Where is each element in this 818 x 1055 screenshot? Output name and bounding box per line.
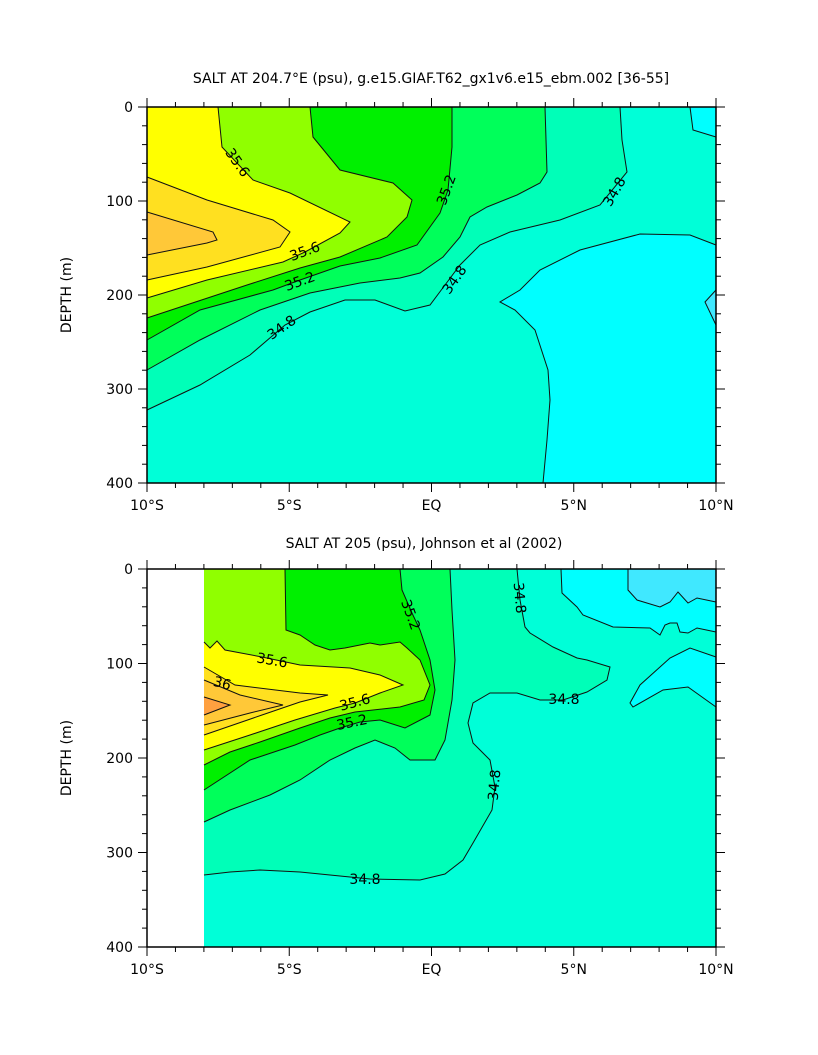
contour-line-l352 bbox=[203, 568, 436, 791]
contour-line-l360 bbox=[203, 679, 284, 726]
panel-2-contours bbox=[203, 568, 717, 947]
fill-below-34.4 bbox=[628, 569, 716, 607]
x-tick-label: 10°S bbox=[130, 498, 164, 514]
fill-36.0 bbox=[204, 680, 283, 725]
contour-line-cyanA bbox=[560, 568, 717, 636]
contour-label: 35.6 bbox=[338, 691, 372, 715]
y-tick-label: 300 bbox=[106, 382, 133, 398]
contour-line-l354 bbox=[203, 568, 431, 766]
y-axis-label: DEPTH (m) bbox=[59, 257, 75, 333]
contour-line-l350 bbox=[203, 568, 456, 823]
contour-line-l360 bbox=[146, 211, 218, 256]
y-tick-label: 200 bbox=[106, 288, 133, 304]
contour-line-l354 bbox=[146, 106, 413, 319]
contour-line-l358 bbox=[203, 666, 329, 736]
x-tick-label: EQ bbox=[422, 962, 442, 978]
contour-line-l356 bbox=[146, 106, 351, 299]
x-tick-label: 5°N bbox=[561, 962, 587, 978]
y-axis-label: DEPTH (m) bbox=[59, 720, 75, 796]
chart-title: SALT AT 205 (psu), Johnson et al (2002) bbox=[286, 536, 563, 552]
y-tick-label: 100 bbox=[106, 657, 133, 673]
fill-35.8 bbox=[147, 177, 290, 280]
chart-title: SALT AT 204.7°E (psu), g.e15.GIAF.T62_gx… bbox=[193, 71, 669, 87]
y-tick-label: 400 bbox=[106, 476, 133, 492]
x-tick-label: 10°N bbox=[698, 498, 733, 514]
contour-line-l348 bbox=[146, 106, 628, 411]
x-tick-label: 5°S bbox=[277, 962, 302, 978]
y-tick-label: 300 bbox=[106, 846, 133, 862]
contour-line-blob bbox=[704, 289, 717, 326]
y-tick-label: 0 bbox=[124, 562, 133, 578]
contour-line-l346 bbox=[498, 233, 717, 484]
y-tick-label: 200 bbox=[106, 751, 133, 767]
x-tick-label: 10°S bbox=[130, 962, 164, 978]
x-tick-label: 5°S bbox=[277, 498, 302, 514]
contour-line-l358 bbox=[146, 176, 291, 281]
x-tick-label: 5°N bbox=[561, 498, 587, 514]
contour-label: 35.2 bbox=[335, 712, 369, 734]
contour-line-l352 bbox=[146, 107, 453, 341]
contour-label: 35.6 bbox=[255, 650, 289, 671]
panel-1-axes: 10°S 5°S EQ 5°N 10°N 0 100 200 300 400 DEPTH (m) SA… bbox=[59, 71, 734, 514]
contour-line-l362 bbox=[203, 696, 232, 716]
contour-line-lightA bbox=[627, 569, 717, 608]
panel-2-axes: 10°S 5°S EQ 5°N 10°N 0 100 200 300 400 DEPTH (m) SA… bbox=[59, 536, 734, 978]
contour-line-l348 bbox=[203, 568, 611, 881]
contour-line-l356 bbox=[203, 640, 405, 751]
contour-label: 36 bbox=[211, 674, 232, 694]
y-tick-label: 400 bbox=[106, 940, 133, 956]
x-tick-label: EQ bbox=[422, 498, 442, 514]
fill-36.2 bbox=[204, 697, 230, 715]
fill-below-34.4 bbox=[705, 290, 716, 325]
fill-below-34.6-tongue bbox=[630, 648, 716, 707]
contour-line-l350 bbox=[146, 106, 548, 371]
contour-label: 34.8 bbox=[349, 872, 380, 888]
contour-line-tongue bbox=[629, 647, 717, 708]
contour-line-corner bbox=[689, 106, 717, 138]
y-tick-label: 100 bbox=[106, 194, 133, 210]
panel-1-contours bbox=[146, 106, 717, 484]
x-tick-label: 10°N bbox=[698, 962, 733, 978]
y-tick-label: 0 bbox=[124, 100, 133, 116]
contour-label: 34.8 bbox=[510, 582, 529, 614]
contour-label: 34.8 bbox=[486, 769, 505, 801]
contour-label: 34.8 bbox=[548, 692, 579, 708]
